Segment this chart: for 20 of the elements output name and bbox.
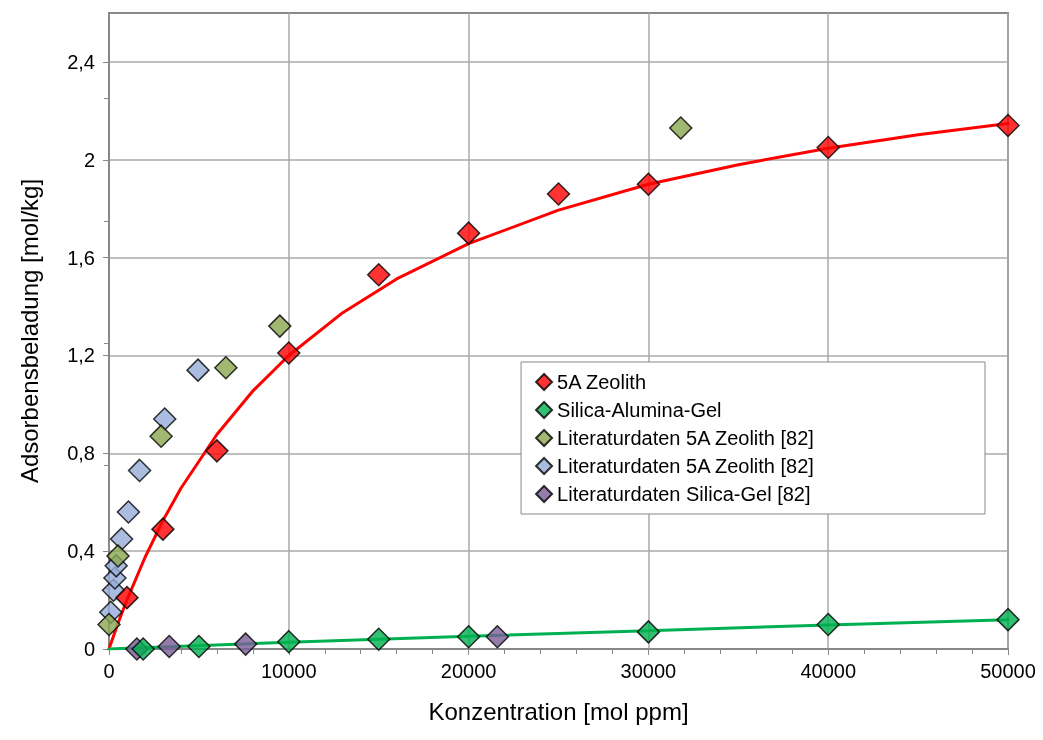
legend-label: 5A Zeolith (557, 371, 647, 393)
x-tick-label: 0 (103, 660, 115, 682)
x-axis-title: Konzentration [mol ppm] (428, 697, 689, 725)
y-tick-label: 2,4 (67, 50, 95, 73)
y-tick-label: 2 (83, 148, 95, 171)
legend-label: Literaturdaten 5A Zeolith [82] (557, 455, 814, 477)
y-tick-label: 0 (83, 638, 95, 660)
x-tick-label: 20000 (440, 660, 497, 682)
x-tick-label: 10000 (260, 660, 317, 682)
x-tick-label: 50000 (980, 660, 1036, 682)
y-tick-label: 0,4 (67, 540, 95, 563)
legend-label: Literaturdaten 5A Zeolith [82] (557, 427, 814, 449)
y-tick-label: 0,8 (67, 442, 95, 465)
x-tick-label: 30000 (620, 660, 677, 682)
legend-label: Literaturdaten Silica-Gel [82] (557, 483, 811, 505)
y-tick-label: 1,6 (67, 246, 95, 269)
y-axis-title: Adsorbensbeladung [mol/kg] (15, 178, 43, 484)
legend-label: Silica-Alumina-Gel (557, 399, 722, 421)
y-tick-label: 1,2 (67, 344, 95, 367)
x-tick-label: 40000 (800, 660, 857, 682)
